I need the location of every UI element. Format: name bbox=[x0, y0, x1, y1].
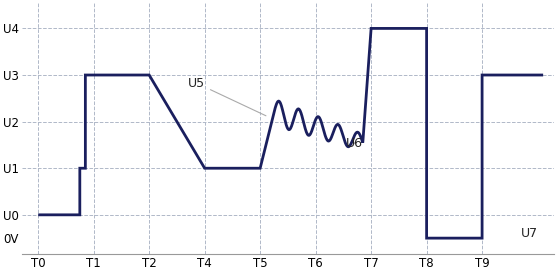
Text: U6: U6 bbox=[346, 137, 363, 150]
Text: U7: U7 bbox=[521, 227, 538, 240]
Text: U5: U5 bbox=[188, 77, 266, 116]
